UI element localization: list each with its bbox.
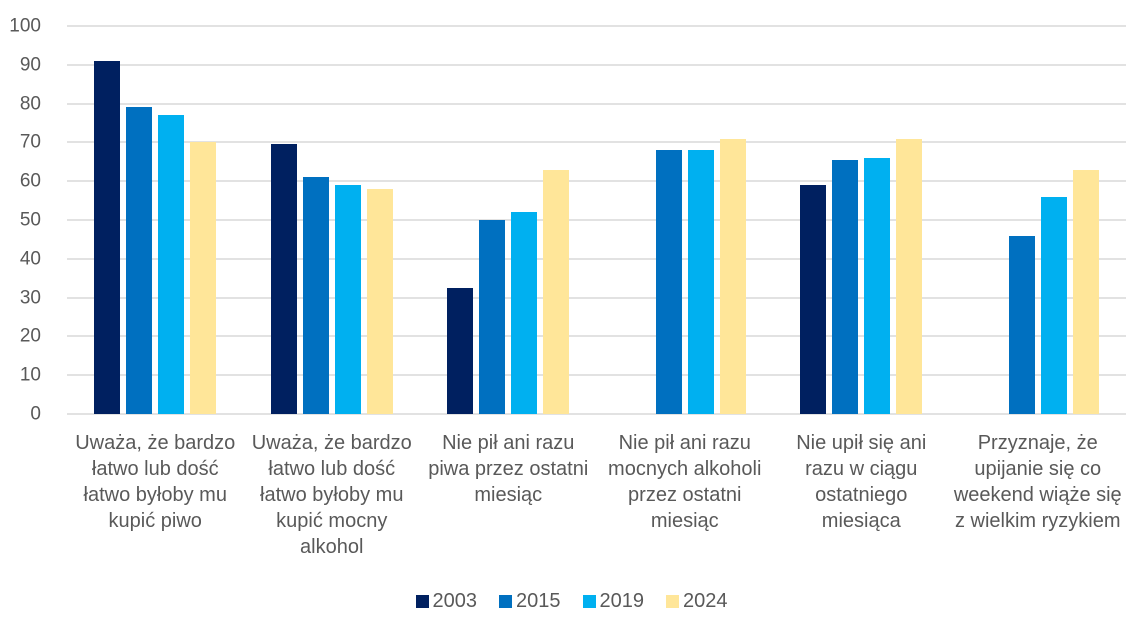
- legend-swatch-icon: [666, 594, 679, 608]
- y-tick-label: 50: [19, 209, 41, 231]
- bar-2024: [366, 188, 393, 414]
- bar-2015: [479, 220, 506, 414]
- bar-2019: [511, 212, 538, 414]
- bar-2024: [896, 138, 923, 414]
- bar-group: [67, 26, 244, 414]
- x-category-label-line: Uważa, że bardzo: [251, 432, 412, 454]
- x-category-label-line: Nie upił się ani: [796, 432, 927, 454]
- legend-label: 2019: [599, 590, 645, 612]
- gridline: [67, 374, 1126, 377]
- x-category-label: Uważa, że bardzo łatwo lub dość łatwo było…: [67, 430, 244, 560]
- bar-2019: [334, 185, 361, 414]
- legend-item-2019: 2019: [582, 590, 645, 612]
- bar-2003: [447, 287, 474, 414]
- bar-2015: [655, 150, 682, 414]
- bar-groups: [67, 26, 1126, 414]
- x-category-label-line: łatwo lub dość: [91, 458, 219, 480]
- x-category-label-line: mocnych alkoholi: [608, 458, 762, 480]
- x-category-label-line: przez ostatni: [628, 484, 742, 506]
- x-category-label-line: miesiąca: [821, 510, 901, 532]
- y-tick-label: 100: [9, 15, 41, 37]
- bar-group: [420, 26, 597, 414]
- bar-2019: [1040, 196, 1067, 414]
- bar-2024: [543, 169, 570, 414]
- bar-2019: [158, 115, 185, 414]
- bar-group: [244, 26, 421, 414]
- gridline: [67, 257, 1126, 260]
- bar-2015: [832, 159, 859, 414]
- x-category-label-line: miesiąc: [474, 484, 543, 506]
- x-category-label-line: Przyznaje, że: [977, 432, 1098, 454]
- y-tick-label: 40: [19, 248, 41, 270]
- bar-2015: [302, 177, 329, 414]
- legend-swatch-icon: [499, 594, 512, 608]
- bar-2024: [719, 138, 746, 414]
- y-tick-label: 90: [19, 54, 41, 76]
- bar-group: [597, 26, 774, 414]
- y-tick-label: 60: [19, 170, 41, 192]
- y-tick-label: 30: [19, 287, 41, 309]
- bar-2003: [800, 185, 827, 414]
- x-category-label-line: upijanie się co: [974, 458, 1102, 480]
- x-category-label-line: Nie pił ani razu: [618, 432, 751, 454]
- x-category-label-line: z wielkim ryzykiem: [954, 510, 1121, 532]
- y-axis: 0 10 20 30 40 50 60 70 80 90 100: [0, 17, 41, 424]
- legend-item-2024: 2024: [666, 591, 728, 611]
- x-category-label: Uważa, że bardzo łatwo lub dość łatwo było…: [244, 430, 421, 560]
- legend-item-2015: 2015: [499, 591, 561, 611]
- gridline: [67, 413, 1126, 415]
- gridline: [67, 180, 1126, 183]
- bar-group: [950, 26, 1127, 414]
- gridline: [67, 335, 1126, 338]
- y-tick-label: 0: [30, 403, 41, 425]
- bar-2019: [687, 150, 714, 414]
- x-category-label-line: kupić mocny: [276, 510, 388, 532]
- bar-2024: [190, 142, 217, 414]
- x-category-label-line: razu w ciągu: [805, 458, 918, 480]
- x-axis: Uważa, że bardzo łatwo lub dość łatwo było…: [67, 430, 1126, 560]
- x-category-label-line: miesiąc: [650, 510, 719, 532]
- x-category-label: Przyznaje, że upijanie się co weekend wiąż…: [950, 430, 1127, 560]
- plot-area: [67, 25, 1126, 415]
- bar-2003: [270, 144, 297, 414]
- gridline: [67, 219, 1126, 221]
- x-category-label-line: alkohol: [300, 536, 364, 558]
- x-category-label-line: łatwo byłoby mu: [260, 484, 404, 506]
- y-tick-label: 70: [19, 131, 41, 153]
- bar-2019: [864, 157, 891, 414]
- gridline: [67, 25, 1126, 27]
- legend-label: 2024: [683, 590, 728, 612]
- x-category-label: Nie pił ani razu piwa przez ostatni miesią…: [420, 430, 597, 560]
- gridline: [67, 141, 1126, 144]
- x-category-label: Nie pił ani razu mocnych alkoholi przez os…: [597, 430, 774, 560]
- bar-2003: [94, 60, 121, 414]
- bar-2024: [1072, 169, 1099, 414]
- legend-item-2003: 2003: [415, 590, 478, 612]
- x-category-label-line: kupić piwo: [108, 510, 202, 532]
- y-tick-label: 80: [19, 93, 41, 115]
- x-category-label-line: piwa przez ostatni: [428, 458, 589, 480]
- y-tick-label: 20: [19, 325, 41, 347]
- gridline: [67, 102, 1126, 105]
- y-tick-label: 10: [19, 364, 41, 386]
- x-category-label-line: Nie pił ani razu: [442, 432, 575, 454]
- x-category-label-line: weekend wiąże się: [953, 484, 1122, 506]
- legend-label: 2015: [516, 590, 561, 612]
- x-category-label-line: ostatniego: [815, 484, 908, 506]
- x-category-label-line: łatwo lub dość: [268, 458, 396, 480]
- legend: 2003 2015 2019 2024: [0, 591, 1143, 611]
- gridline: [67, 63, 1126, 66]
- bar-group: [773, 26, 950, 414]
- legend-label: 2003: [432, 590, 478, 612]
- bar-2015: [1008, 235, 1035, 414]
- legend-swatch-icon: [582, 594, 596, 608]
- x-category-label-line: łatwo byłoby mu: [83, 484, 227, 506]
- gridline: [67, 296, 1126, 299]
- x-category-label-line: Uważa, że bardzo: [75, 432, 236, 454]
- legend-swatch-icon: [415, 594, 429, 608]
- bar-2015: [126, 107, 153, 414]
- x-category-label: Nie upił się ani razu w ciągu ostatniego mi…: [773, 430, 950, 560]
